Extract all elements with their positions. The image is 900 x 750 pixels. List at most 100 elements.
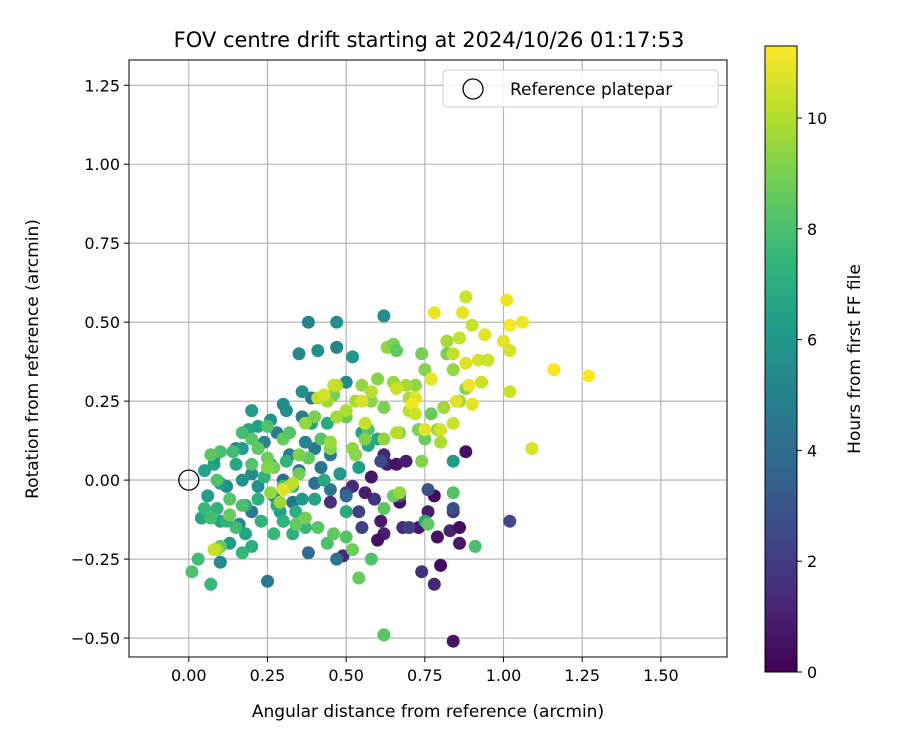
data-point	[245, 539, 259, 553]
data-point	[346, 543, 359, 557]
data-point	[295, 492, 309, 506]
data-point	[298, 416, 312, 430]
data-point	[283, 426, 296, 440]
data-point	[264, 486, 278, 500]
data-point	[352, 571, 366, 585]
gridlines	[129, 60, 727, 657]
data-point	[251, 479, 265, 493]
data-point	[393, 486, 407, 500]
data-point	[377, 502, 391, 515]
data-point	[198, 464, 211, 478]
data-point	[289, 505, 303, 519]
data-point	[377, 432, 391, 446]
data-point	[320, 536, 334, 550]
data-point	[286, 476, 300, 490]
data-point	[465, 318, 479, 332]
legend-open-circle-marker	[462, 78, 484, 100]
data-point	[352, 461, 366, 474]
data-point	[374, 454, 388, 468]
data-point	[352, 505, 366, 519]
data-point	[415, 565, 429, 579]
data-point	[377, 309, 391, 323]
x-axis-ticks: 0.00 0.25 0.50 0.75 1.00 1.25 1.50	[171, 657, 679, 685]
data-point	[355, 394, 369, 408]
data-point	[358, 486, 372, 500]
data-point	[223, 492, 237, 506]
legend-entry-label: Reference platepar	[510, 80, 672, 100]
data-point	[327, 527, 341, 541]
x-tick-label: 0.00	[171, 666, 207, 685]
data-point	[421, 483, 435, 497]
x-tick-label: 0.50	[328, 666, 364, 685]
data-point	[201, 489, 215, 503]
data-point	[418, 423, 432, 437]
data-point	[415, 454, 429, 468]
data-point	[402, 521, 416, 534]
data-point	[547, 363, 561, 377]
data-point	[377, 401, 391, 414]
data-point	[229, 521, 243, 534]
data-point	[308, 442, 322, 455]
x-tick-label: 1.25	[564, 666, 600, 685]
data-point	[251, 442, 265, 455]
colorbar-tick-label: 0	[807, 663, 817, 682]
data-point	[364, 394, 378, 408]
data-point	[292, 347, 306, 361]
data-point	[292, 467, 306, 481]
data-point	[368, 492, 381, 506]
data-point	[207, 543, 221, 557]
data-point	[323, 495, 337, 509]
data-point	[503, 514, 517, 528]
data-point	[446, 486, 460, 500]
data-point	[582, 369, 595, 383]
data-point	[355, 521, 369, 534]
data-point	[459, 356, 473, 370]
data-point	[478, 328, 492, 342]
data-point	[339, 489, 353, 503]
data-point	[468, 539, 482, 553]
colorbar-label: Hours from first FF file	[845, 264, 865, 454]
legend: Reference platepar	[442, 69, 719, 108]
colorbar-tick-label: 6	[807, 331, 817, 350]
data-point	[446, 416, 460, 430]
y-tick-label: 1.00	[84, 155, 120, 174]
data-point	[298, 511, 312, 525]
colorbar-tick-label: 10	[807, 109, 827, 128]
data-point	[308, 410, 322, 424]
data-point	[330, 552, 344, 566]
data-point	[349, 448, 363, 462]
data-point	[424, 372, 438, 386]
data-point	[500, 293, 514, 307]
legend-box	[442, 69, 719, 108]
data-point	[525, 442, 539, 455]
plot-area-frame	[128, 59, 728, 658]
data-point	[235, 546, 249, 560]
data-point	[503, 318, 517, 332]
data-point	[446, 502, 460, 515]
data-point	[481, 353, 495, 367]
data-point	[434, 558, 448, 572]
colorbar-tick-label: 4	[807, 441, 817, 460]
data-point	[185, 565, 199, 579]
data-point	[415, 347, 429, 361]
data-point	[371, 372, 385, 386]
data-point	[298, 435, 312, 449]
y-tick-label: −0.50	[71, 629, 120, 648]
data-point	[191, 552, 205, 566]
data-point	[497, 334, 510, 348]
data-point	[245, 457, 259, 471]
data-point	[245, 467, 259, 481]
data-point	[301, 315, 315, 329]
x-tick-label: 1.00	[486, 666, 522, 685]
data-point	[235, 426, 249, 440]
data-point	[317, 473, 331, 487]
data-point	[308, 492, 322, 506]
data-point	[446, 347, 460, 361]
data-point	[245, 432, 259, 446]
data-point	[459, 290, 473, 304]
data-point	[408, 378, 422, 392]
data-point	[421, 517, 435, 531]
data-point	[346, 350, 359, 364]
colorbar-gradient	[765, 46, 797, 672]
data-point	[408, 407, 422, 421]
